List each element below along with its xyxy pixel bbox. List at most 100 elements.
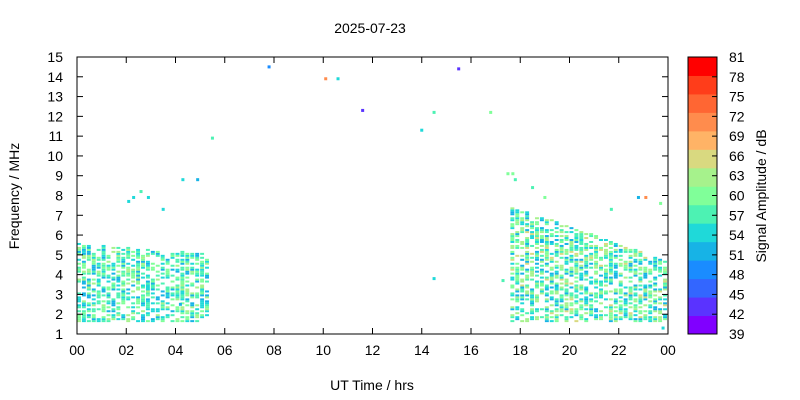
y-tick-label: 14 — [47, 69, 63, 85]
colorbar-segment — [688, 241, 717, 261]
data-cell — [510, 284, 515, 287]
data-point — [127, 199, 131, 203]
data-cell — [190, 306, 195, 309]
chart-title: 2025-07-23 — [334, 20, 406, 36]
data-cell — [190, 272, 195, 275]
data-cell — [145, 300, 150, 303]
data-cell — [530, 270, 535, 273]
data-cell — [200, 274, 205, 277]
data-cell — [663, 308, 667, 311]
data-cell — [623, 300, 628, 303]
data-cell — [539, 240, 544, 243]
y-tick-label: 3 — [55, 286, 63, 302]
data-cell — [569, 270, 574, 273]
data-cell — [195, 286, 200, 289]
data-cell — [145, 276, 150, 279]
data-cell — [608, 260, 613, 263]
data-cell — [520, 219, 525, 222]
data-cell — [559, 274, 564, 277]
data-cell — [628, 302, 633, 305]
data-cell — [111, 246, 116, 249]
data-cell — [638, 260, 643, 263]
data-cell — [653, 282, 658, 285]
data-cell — [81, 260, 86, 263]
data-cell — [111, 262, 116, 265]
data-cell — [170, 298, 175, 301]
data-cell — [559, 306, 564, 309]
data-cell — [155, 298, 160, 301]
data-cell — [515, 266, 520, 269]
data-cell — [86, 272, 91, 275]
data-cell — [539, 260, 544, 263]
data-cell — [594, 278, 599, 281]
data-cell — [81, 292, 86, 295]
data-cell — [603, 250, 608, 253]
y-tick-label: 9 — [55, 168, 63, 184]
data-cell — [520, 298, 525, 301]
data-cell — [86, 308, 91, 311]
data-cell — [554, 314, 559, 317]
data-cell — [544, 246, 549, 249]
data-cell — [145, 314, 150, 317]
data-cell — [520, 272, 525, 275]
data-cell — [653, 294, 658, 297]
data-cell — [579, 276, 584, 279]
data-cell — [564, 292, 569, 295]
data-cell — [653, 264, 658, 267]
data-cell — [180, 292, 185, 295]
data-cell — [618, 264, 623, 267]
data-cell — [145, 282, 150, 285]
data-cell — [136, 260, 141, 263]
data-cell — [559, 294, 564, 297]
data-cell — [559, 278, 564, 281]
data-cell — [535, 246, 539, 249]
data-cell — [584, 308, 589, 311]
data-cell — [559, 235, 564, 238]
data-cell — [603, 264, 608, 267]
data-cell — [510, 268, 515, 271]
data-cell — [554, 223, 559, 226]
data-cell — [613, 316, 618, 319]
data-cell — [549, 233, 554, 236]
data-cell — [599, 246, 603, 249]
data-cell — [116, 250, 121, 253]
data-cell — [554, 290, 559, 293]
data-cell — [185, 290, 190, 293]
data-cell — [200, 268, 205, 271]
data-cell — [554, 320, 559, 323]
data-cell — [525, 260, 530, 263]
data-cell — [608, 262, 613, 265]
data-cell — [535, 308, 539, 311]
y-axis-label: Frequency / MHz — [6, 143, 22, 250]
data-cell — [160, 294, 165, 297]
data-cell — [579, 300, 584, 303]
data-cell — [205, 274, 209, 277]
data-cell — [165, 288, 170, 291]
data-cell — [160, 320, 165, 323]
data-cell — [643, 274, 648, 277]
data-cell — [155, 270, 160, 273]
data-cell — [653, 308, 658, 311]
data-cell — [520, 211, 525, 214]
data-cell — [515, 316, 520, 319]
data-cell — [150, 268, 155, 271]
data-cell — [77, 266, 81, 269]
data-cell — [594, 272, 599, 275]
data-cell — [554, 310, 559, 313]
data-cell — [579, 292, 584, 295]
data-cell — [170, 304, 175, 307]
data-cell — [554, 288, 559, 291]
data-cell — [643, 316, 648, 319]
data-cell — [559, 268, 564, 271]
data-cell — [185, 292, 190, 295]
data-cell — [510, 244, 515, 247]
data-cell — [539, 244, 544, 247]
data-cell — [141, 296, 145, 299]
data-cell — [633, 306, 638, 309]
data-cell — [554, 227, 559, 230]
data-cell — [77, 250, 81, 253]
data-cell — [579, 278, 584, 281]
data-cell — [150, 302, 155, 305]
data-cell — [653, 268, 658, 271]
data-cell — [91, 298, 96, 301]
